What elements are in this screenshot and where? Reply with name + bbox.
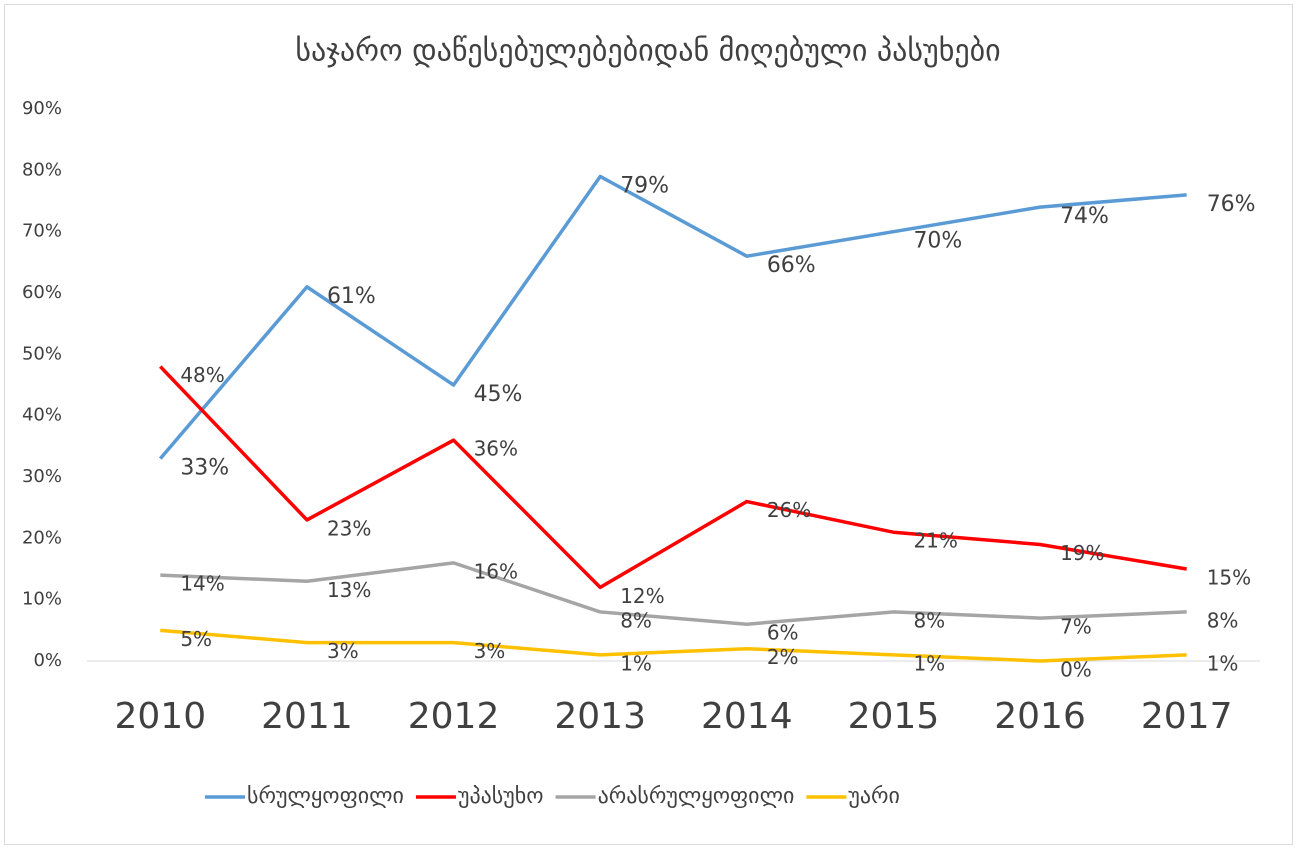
y-tick-label: 50% <box>22 343 62 364</box>
chart-border <box>4 4 1293 845</box>
legend-label: უპასუხო <box>458 784 544 809</box>
data-label: 8% <box>620 608 652 632</box>
data-label: 19% <box>1060 541 1104 565</box>
series-line <box>158 174 1187 460</box>
x-tick-label: 2017 <box>1141 696 1233 737</box>
data-label: 7% <box>1060 615 1092 639</box>
legend-label: უარი <box>848 784 900 809</box>
y-tick-label: 40% <box>22 405 62 426</box>
legend-label: არასრულყოფილი <box>598 784 795 809</box>
data-label: 12% <box>620 584 664 608</box>
data-label: 66% <box>767 253 816 278</box>
data-label: 8% <box>1207 608 1239 632</box>
data-label: 14% <box>180 572 224 596</box>
data-label: 0% <box>1060 658 1092 682</box>
y-tick-label: 10% <box>22 589 62 610</box>
x-tick-label: 2010 <box>115 696 207 737</box>
series-line <box>159 365 1187 590</box>
data-label: 3% <box>327 639 359 663</box>
y-tick-label: 30% <box>22 466 62 487</box>
chart-title: საჯარო დაწესებულებებიდან მიღებული პასუხე… <box>295 34 1000 69</box>
data-label: 16% <box>474 559 518 583</box>
data-label: 1% <box>1207 651 1239 675</box>
x-tick-label: 2011 <box>261 696 353 737</box>
data-label: 45% <box>474 382 523 407</box>
data-label: 26% <box>767 498 811 522</box>
x-tick-label: 2013 <box>554 696 646 737</box>
data-label: 33% <box>180 456 229 481</box>
data-label: 21% <box>913 529 957 553</box>
data-label: 61% <box>327 284 376 309</box>
y-tick-label: 80% <box>22 159 62 180</box>
data-label: 1% <box>620 651 652 675</box>
legend-label: სრულყოფილი <box>247 784 404 809</box>
y-tick-label: 20% <box>22 527 62 548</box>
data-label: 76% <box>1207 192 1256 217</box>
series-line <box>160 628 1187 663</box>
y-tick-label: 90% <box>22 98 62 119</box>
data-label: 8% <box>913 608 945 632</box>
y-tick-label: 70% <box>22 221 62 242</box>
data-label: 23% <box>327 516 371 540</box>
series-line <box>160 561 1187 626</box>
data-label: 1% <box>913 651 945 675</box>
data-label: 74% <box>1060 204 1109 229</box>
data-label: 5% <box>180 627 212 651</box>
x-tick-label: 2014 <box>701 696 793 737</box>
data-label: 6% <box>767 621 799 645</box>
x-tick-label: 2016 <box>994 696 1086 737</box>
data-label: 3% <box>474 639 506 663</box>
y-tick-label: 60% <box>22 282 62 303</box>
data-label: 36% <box>474 437 518 461</box>
data-label: 13% <box>327 578 371 602</box>
data-label: 2% <box>767 645 799 669</box>
x-tick-label: 2015 <box>848 696 940 737</box>
data-label: 15% <box>1207 566 1251 590</box>
data-label: 79% <box>620 173 669 198</box>
data-label: 48% <box>180 363 224 387</box>
y-tick-label: 0% <box>33 650 62 671</box>
x-tick-label: 2012 <box>408 696 500 737</box>
data-label: 70% <box>913 229 962 254</box>
